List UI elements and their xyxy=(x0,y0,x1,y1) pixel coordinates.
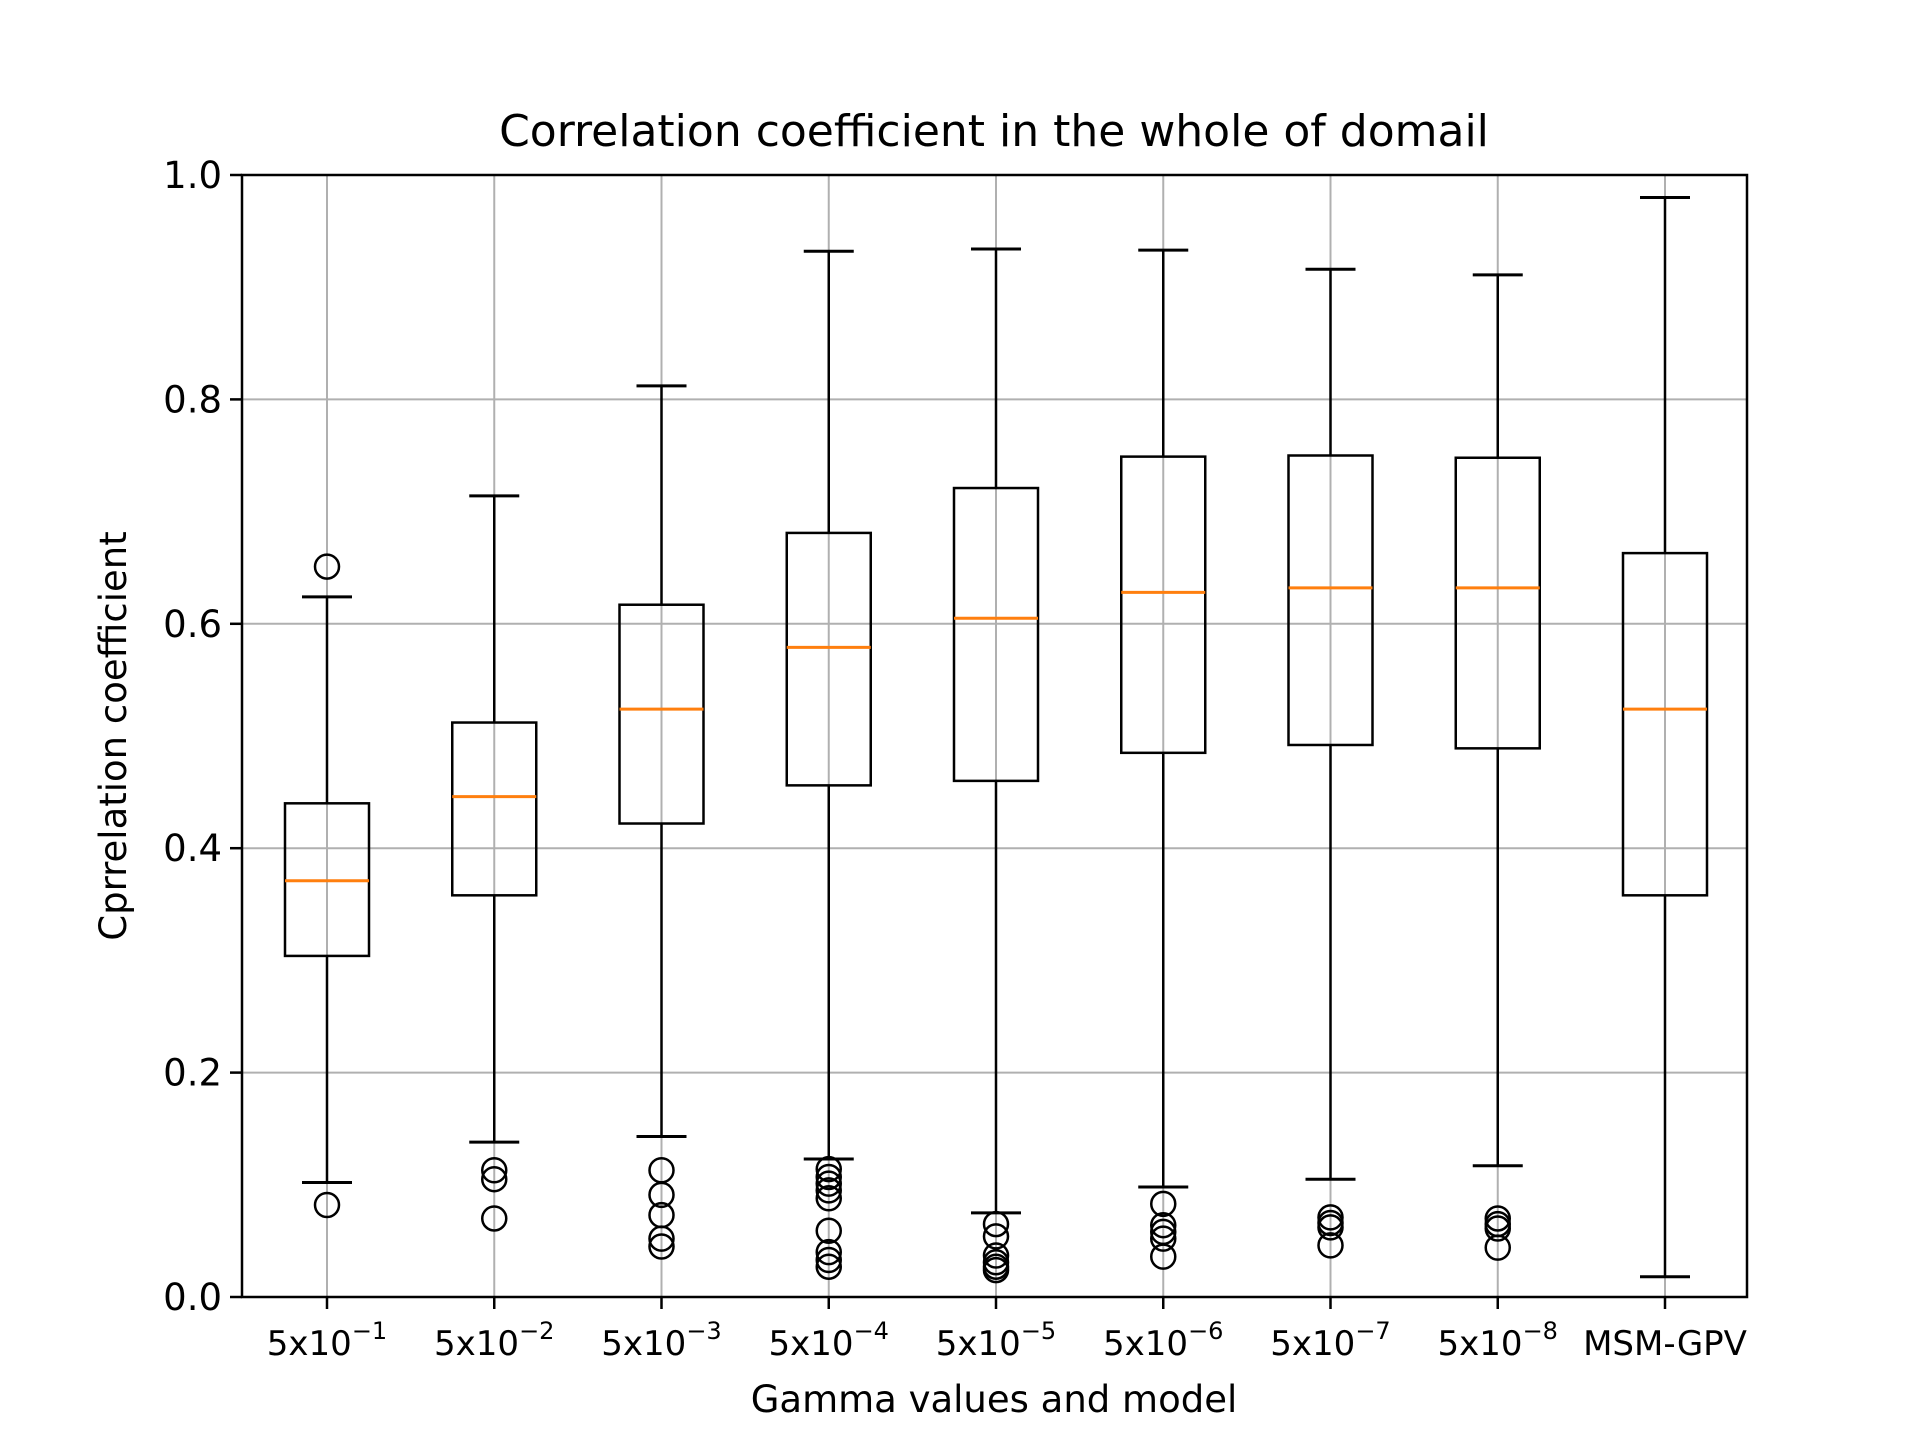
outlier-point xyxy=(815,1163,842,1191)
x-tick-label-exponent: −1 xyxy=(352,1317,387,1345)
outlier-point xyxy=(648,1181,675,1209)
outlier-point xyxy=(982,1256,1010,1284)
outlier-point xyxy=(481,1165,508,1193)
outlier-point xyxy=(982,1242,1010,1269)
plot-frame xyxy=(240,173,1749,1299)
box-group xyxy=(283,553,371,1219)
x-tick-label-exponent: −8 xyxy=(1523,1317,1558,1345)
outlier-point xyxy=(815,1253,842,1280)
outlier-point xyxy=(815,1170,842,1197)
x-tick-label: 5x10−5 xyxy=(936,1317,1056,1364)
x-tick-label: 5x10−6 xyxy=(1103,1317,1223,1364)
outlier-point xyxy=(313,553,341,580)
outlier-point xyxy=(1484,1234,1511,1261)
grid-layer xyxy=(242,175,1747,1297)
x-tick-label-exponent: −7 xyxy=(1355,1317,1390,1345)
x-tick-label: 5x10−8 xyxy=(1438,1317,1558,1364)
outlier-point xyxy=(1150,1211,1177,1239)
outlier-point xyxy=(648,1225,675,1252)
outlier-point xyxy=(648,1233,675,1260)
x-tick-label-base: 5x10 xyxy=(1270,1324,1355,1364)
x-tick-label-exponent: −2 xyxy=(519,1317,554,1345)
y-tick-label: 0.2 xyxy=(163,1052,222,1095)
box-group xyxy=(952,247,1040,1284)
y-tick-label: 0.6 xyxy=(163,603,222,646)
outlier-point xyxy=(815,1177,842,1204)
y-tick-label: 1.0 xyxy=(163,154,222,197)
x-tick-label: 5x10−1 xyxy=(267,1317,387,1364)
x-axis-label: Gamma values and model xyxy=(751,1378,1238,1421)
x-tick-label-base: 5x10 xyxy=(1103,1324,1188,1364)
y-tick-label: 0.0 xyxy=(163,1276,222,1319)
x-tick-label-base: 5x10 xyxy=(1438,1324,1523,1364)
x-tick-label: 5x10−3 xyxy=(601,1317,721,1364)
x-tick-label-base: MSM-GPV xyxy=(1583,1324,1747,1364)
outlier-point xyxy=(1150,1190,1177,1218)
outlier-point xyxy=(481,1205,508,1232)
x-tick-label-exponent: −6 xyxy=(1188,1317,1223,1345)
box-iqr xyxy=(952,486,1040,783)
outlier-point xyxy=(982,1210,1010,1238)
outlier-point xyxy=(982,1223,1010,1250)
x-tick-label-base: 5x10 xyxy=(769,1324,854,1364)
outlier-point xyxy=(815,1185,842,1212)
box-group xyxy=(451,494,538,1232)
box-layer xyxy=(283,195,1709,1284)
outlier-point xyxy=(1484,1215,1511,1242)
outlier-point xyxy=(481,1156,508,1184)
x-tick-label-exponent: −4 xyxy=(854,1317,889,1345)
box-iqr xyxy=(618,603,705,825)
box-iqr xyxy=(785,531,872,787)
x-tick-label-exponent: −5 xyxy=(1021,1317,1056,1345)
x-tick-label: 5x10−4 xyxy=(769,1317,889,1364)
box-group xyxy=(1621,195,1709,1279)
outlier-point xyxy=(815,1155,842,1183)
box-iqr xyxy=(1454,456,1541,750)
outlier-point xyxy=(815,1238,842,1266)
outlier-point xyxy=(815,1246,842,1274)
box-group xyxy=(618,384,705,1260)
x-tick-label: 5x10−7 xyxy=(1270,1317,1390,1364)
x-tick-label-base: 5x10 xyxy=(936,1324,1021,1364)
box-iqr xyxy=(451,721,538,897)
x-tick-label: 5x10−2 xyxy=(434,1317,554,1364)
outlier-point xyxy=(1317,1232,1344,1259)
box-group xyxy=(1454,273,1541,1261)
y-tick-label: 0.4 xyxy=(163,827,222,870)
x-tick-label-base: 5x10 xyxy=(601,1324,686,1364)
box-group xyxy=(785,249,872,1280)
outlier-point xyxy=(815,1217,842,1245)
x-tick-label-base: 5x10 xyxy=(434,1324,519,1364)
x-tick-label-base: 5x10 xyxy=(267,1324,352,1364)
outlier-point xyxy=(1317,1214,1344,1241)
box-iqr xyxy=(1120,455,1207,755)
y-axis-label: Cprrelation coefficient xyxy=(92,531,135,941)
box-group xyxy=(1287,267,1374,1259)
outlier-point xyxy=(1150,1243,1177,1270)
x-tick-label-exponent: −3 xyxy=(686,1317,721,1345)
x-tick-label: MSM-GPV xyxy=(1583,1324,1747,1364)
outlier-point xyxy=(313,1191,341,1219)
box-iqr xyxy=(1621,551,1709,897)
box-iqr xyxy=(1287,454,1374,747)
y-tick-label: 0.8 xyxy=(163,378,222,421)
outlier-point xyxy=(1150,1225,1177,1252)
box-group xyxy=(1120,248,1207,1270)
chart-title: Correlation coefficient in the whole of … xyxy=(499,106,1489,157)
